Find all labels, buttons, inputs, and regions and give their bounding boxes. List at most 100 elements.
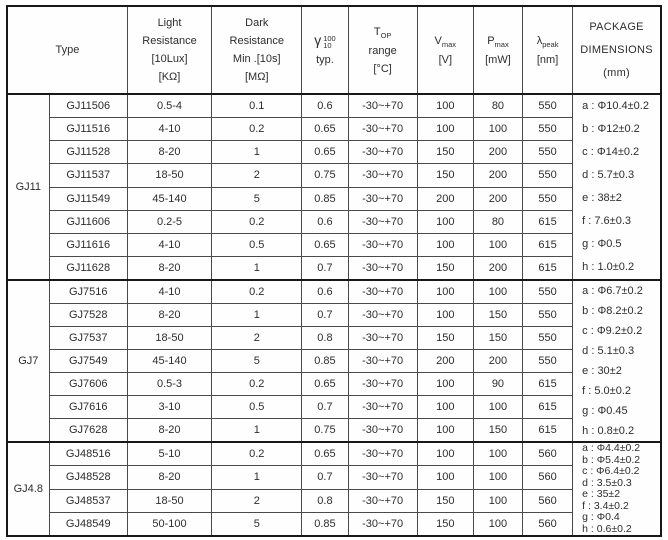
vmax-cell: 100 [416, 465, 474, 490]
pmax-cell: 200 [472, 163, 524, 188]
model-cell: GJ7628 [48, 418, 128, 443]
lambda-cell: 560 [522, 512, 574, 537]
dark-resistance-cell: 5 [211, 186, 303, 211]
pmax-cell: 100 [472, 441, 524, 466]
vmax-cell: 150 [416, 325, 474, 350]
package-dim-line: a : Φ4.4±0.2 [582, 442, 641, 454]
package-dim-line: f : 3.4±0.2 [582, 499, 629, 512]
gamma-cell: 0.85 [301, 512, 349, 537]
package-dims-cell: a : Φ6.7±0.2 b : Φ8.2±0.2 c : Φ9.2±0.2 d : … [572, 279, 662, 443]
table-row: GJ7606 0.5-3 0.2 0.65 -30~+70 100 90 615 [7, 372, 661, 397]
group-label-cell: GJ11 [6, 93, 50, 281]
pmax-cell: 200 [472, 139, 524, 165]
col-header-package-dimensions: PACKAGE DIMENSIONS (mm) [572, 5, 662, 95]
package-dim-line: c : Φ14±0.2 [582, 146, 640, 158]
model-cell: GJ48528 [48, 465, 128, 490]
lambda-cell: 615 [522, 372, 574, 397]
table-row: GJ4.8 GJ48516 5-10 0.2 0.65 -30~+70 100 100 560 a… [6, 441, 662, 537]
package-dim-line: d : 3.5±0.3 [582, 476, 632, 489]
col-header-pmax: Pmax [mW] [472, 5, 524, 95]
dark-resistance-cell: 0.2 [211, 209, 303, 235]
col-header-gamma: γ 100 10 typ. [301, 5, 349, 95]
temp-range-cell: -30~+70 [347, 441, 418, 466]
vmax-cell: 200 [416, 186, 474, 211]
gamma-cell: 0.7 [301, 395, 349, 420]
package-dim-line: b : Φ5.4±0.2 [582, 453, 641, 466]
gamma-cell: 0.65 [301, 139, 349, 165]
light-resistance-cell: 3-10 [126, 395, 213, 420]
dark-resistance-cell: 0.1 [211, 93, 303, 118]
package-dim-line: g : Φ0.45 [582, 405, 628, 417]
dark-resistance-cell: 0.5 [211, 395, 303, 420]
package-dim-line: h : 0.8±0.2 [582, 425, 635, 437]
dark-resistance-cell: 1 [211, 418, 303, 443]
gamma-cell: 0.75 [301, 163, 349, 188]
vmax-cell: 150 [416, 512, 474, 537]
lambda-cell: 550 [522, 116, 574, 142]
lambda-cell: 615 [522, 232, 574, 258]
model-cell: GJ11506 [48, 93, 128, 118]
model-cell: GJ7537 [48, 325, 128, 350]
gamma-cell: 0.8 [301, 325, 349, 350]
light-resistance-cell: 4-10 [126, 278, 213, 304]
lambda-cell: 615 [522, 256, 574, 281]
group-label-cell: GJ4.8 [6, 441, 50, 537]
vmax-cell: 100 [416, 302, 474, 327]
model-cell: GJ7616 [48, 395, 128, 420]
package-dims-cell: a : Φ10.4±0.2 b : Φ12±0.2 c : Φ14±0.2 d : 5… [572, 93, 662, 281]
header-row: Type Light Resistance [10Lux] [KΩ] Dark … [6, 5, 662, 95]
pmax-cell: 100 [472, 278, 524, 304]
dark-resistance-cell: 2 [211, 488, 303, 513]
gamma-cell: 0.7 [301, 302, 349, 327]
spec-table: Type Light Resistance [10Lux] [KΩ] Dark … [6, 5, 662, 537]
table-row: GJ11549 45-140 5 0.85 -30~+70 200 200 550 [7, 186, 661, 211]
gamma-cell: 0.6 [301, 278, 349, 304]
gamma-ratio: 100 10 [323, 33, 336, 51]
lambda-cell: 550 [522, 348, 574, 374]
vmax-cell: 100 [416, 418, 474, 443]
dark-resistance-cell: 0.2 [211, 441, 303, 466]
dark-resistance-cell: 5 [211, 348, 303, 374]
gamma-cell: 0.65 [301, 116, 349, 142]
table-row: GJ11516 4-10 0.2 0.65 -30~+70 100 100 550 [7, 116, 661, 142]
temp-range-cell: -30~+70 [347, 465, 418, 490]
vmax-cell: 100 [416, 278, 474, 304]
table-row: GJ11537 18-50 2 0.75 -30~+70 150 200 550 [7, 163, 661, 188]
temp-range-cell: -30~+70 [347, 278, 418, 304]
col-header-dark-resistance: Dark Resistance Min .[10s] [MΩ] [211, 5, 303, 95]
model-cell: GJ7549 [48, 348, 128, 374]
model-cell: GJ11549 [48, 186, 128, 211]
col-header-type: Type [6, 5, 128, 95]
table-row: GJ11616 4-10 0.5 0.65 -30~+70 100 100 615 [7, 232, 661, 258]
pmax-cell: 90 [472, 372, 524, 397]
temp-range-cell: -30~+70 [347, 395, 418, 420]
lambda-cell: 550 [522, 93, 574, 118]
pmax-cell: 150 [472, 418, 524, 443]
light-resistance-cell: 0.5-3 [126, 372, 213, 397]
package-dim-line: b : Φ12±0.2 [582, 123, 640, 135]
light-resistance-cell: 8-20 [126, 418, 213, 443]
table-row: GJ7528 8-20 1 0.7 -30~+70 100 150 550 [7, 302, 661, 327]
gamma-cell: 0.7 [301, 256, 349, 281]
gamma-symbol: γ [314, 32, 322, 48]
package-dim-line: d : 5.7±0.3 [582, 169, 635, 181]
pmax-cell: 150 [472, 325, 524, 350]
gamma-cell: 0.85 [301, 186, 349, 211]
model-cell: GJ48549 [48, 512, 128, 537]
vmax-cell: 100 [416, 116, 474, 142]
model-cell: GJ11606 [48, 209, 128, 235]
light-resistance-cell: 4-10 [126, 232, 213, 258]
table-row: GJ11 GJ11506 0.5-4 0.1 0.6 -30~+70 100 80 550 a :… [6, 93, 662, 281]
col-header-lambda-peak: λpeak [nm] [522, 5, 574, 95]
vmax-cell: 100 [416, 441, 474, 466]
gamma-cell: 0.75 [301, 418, 349, 443]
light-resistance-cell: 0.5-4 [126, 93, 213, 118]
pmax-cell: 150 [472, 302, 524, 327]
package-dim-line: e : 30±2 [582, 365, 622, 377]
col-header-temp-range: TOP range [°C] [347, 5, 418, 95]
gamma-cell: 0.7 [301, 465, 349, 490]
vmax-cell: 150 [416, 163, 474, 188]
col-header-light-resistance: Light Resistance [10Lux] [KΩ] [126, 5, 213, 95]
model-cell: GJ11537 [48, 163, 128, 188]
dark-resistance-cell: 0.2 [211, 278, 303, 304]
